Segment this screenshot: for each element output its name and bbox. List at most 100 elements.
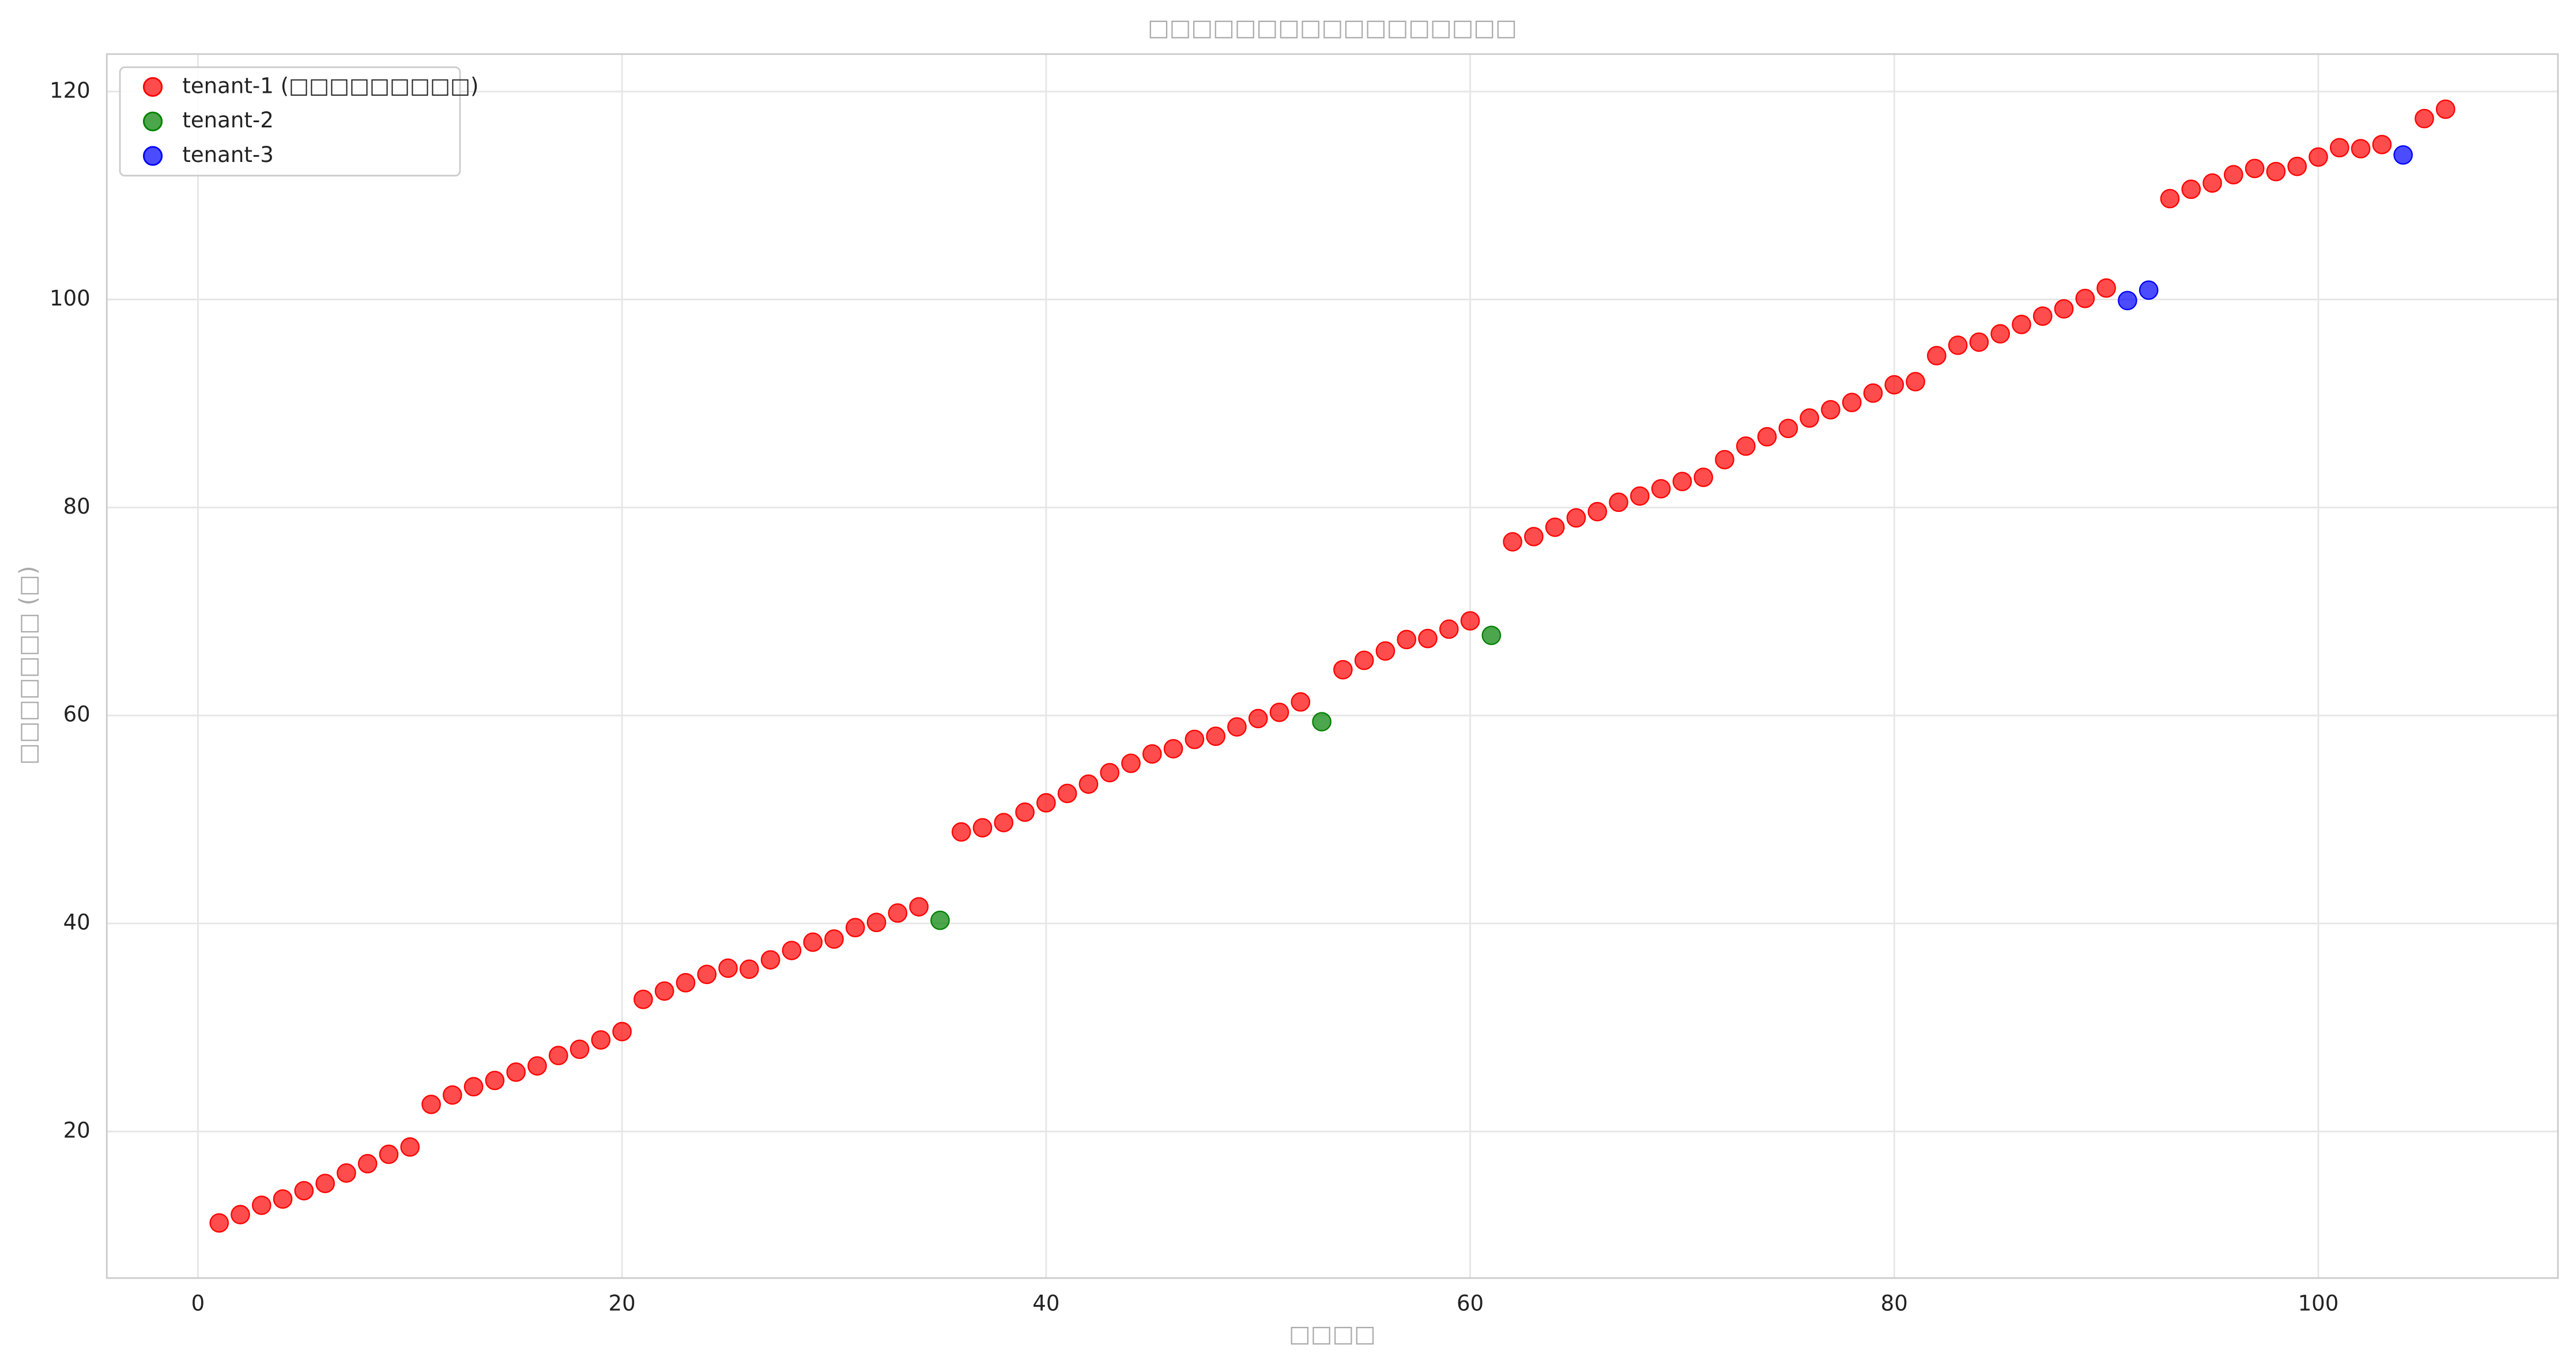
point	[209, 1213, 229, 1233]
point	[2202, 173, 2222, 193]
point	[1142, 744, 1162, 764]
x-tick-label: 100	[2298, 1291, 2339, 1315]
legend-label: tenant-2	[182, 108, 273, 133]
legend-box	[119, 66, 461, 177]
point	[2266, 161, 2286, 182]
point	[1397, 629, 1417, 650]
point	[421, 1095, 441, 1114]
point	[1587, 501, 1608, 522]
x-tick-label: 20	[609, 1291, 636, 1315]
chart-title: □□□□□□□□□□□□□□□□□	[1148, 15, 1517, 42]
point	[866, 912, 887, 933]
point	[1418, 628, 1438, 648]
point	[1842, 393, 1862, 412]
legend-marker	[142, 77, 163, 97]
point	[2181, 179, 2201, 199]
legend-marker	[142, 111, 163, 131]
point	[1545, 517, 1565, 537]
point	[718, 958, 738, 978]
point	[824, 929, 844, 949]
point	[527, 1056, 547, 1076]
point	[1630, 486, 1650, 506]
point	[569, 1039, 590, 1059]
point	[1375, 641, 1396, 661]
point	[1248, 708, 1268, 729]
point	[1757, 427, 1777, 447]
point	[337, 1163, 356, 1183]
point	[888, 903, 908, 923]
point	[231, 1205, 250, 1224]
point	[1863, 383, 1883, 403]
y-tick-label: 100	[50, 286, 90, 311]
point	[379, 1144, 399, 1164]
point	[803, 932, 823, 952]
point	[740, 959, 759, 979]
point	[1990, 324, 2011, 344]
x-tick-label: 40	[1032, 1291, 1059, 1315]
point	[443, 1085, 462, 1105]
point	[1694, 467, 1714, 487]
point	[1906, 372, 1925, 391]
point	[1715, 450, 1734, 470]
point	[612, 1021, 632, 1042]
point	[2309, 147, 2328, 167]
point	[1269, 702, 1289, 722]
point	[1100, 763, 1120, 783]
legend-label: tenant-1 (□□□□□□□□□)	[182, 73, 478, 98]
point	[1291, 692, 1311, 712]
point	[676, 973, 696, 993]
x-tick-label: 60	[1457, 1291, 1484, 1315]
point	[697, 964, 717, 985]
y-tick-label: 120	[50, 78, 90, 103]
legend-label: tenant-3	[182, 142, 273, 167]
point	[294, 1181, 314, 1201]
point	[1015, 802, 1035, 822]
point	[2415, 108, 2434, 129]
y-tick-label: 80	[63, 494, 90, 519]
point	[994, 813, 1014, 832]
point	[1524, 527, 1544, 546]
point	[909, 897, 929, 917]
point	[1778, 418, 1798, 439]
point	[1078, 774, 1099, 794]
point	[1206, 726, 1225, 746]
point	[2351, 139, 2371, 159]
point	[400, 1137, 420, 1157]
y-tick-label: 60	[63, 702, 90, 727]
point	[1439, 619, 1459, 639]
point	[845, 918, 865, 938]
legend-marker	[142, 146, 163, 166]
point	[2160, 188, 2180, 209]
point	[1312, 712, 1332, 731]
point	[506, 1062, 526, 1082]
point	[2245, 159, 2265, 179]
point	[1969, 332, 1989, 352]
point	[463, 1077, 484, 1097]
point	[591, 1030, 611, 1050]
point	[1354, 650, 1374, 670]
point	[2118, 291, 2137, 311]
point	[1227, 717, 1247, 737]
point	[2096, 278, 2116, 298]
point	[1481, 625, 1502, 646]
y-tick-label: 40	[63, 910, 90, 934]
point	[2139, 280, 2159, 300]
point	[1672, 472, 1692, 492]
point	[2032, 306, 2053, 326]
point	[315, 1174, 335, 1193]
x-axis-label: □□□□	[1289, 1321, 1376, 1347]
point	[633, 989, 653, 1009]
point	[1927, 346, 1947, 365]
point	[1185, 729, 1205, 749]
point	[1163, 739, 1183, 759]
point	[1651, 479, 1671, 499]
point	[1736, 436, 1756, 456]
point	[1460, 611, 1480, 631]
point	[1057, 783, 1077, 804]
point	[782, 941, 802, 960]
y-tick-label: 20	[63, 1118, 90, 1142]
point	[1121, 753, 1141, 773]
